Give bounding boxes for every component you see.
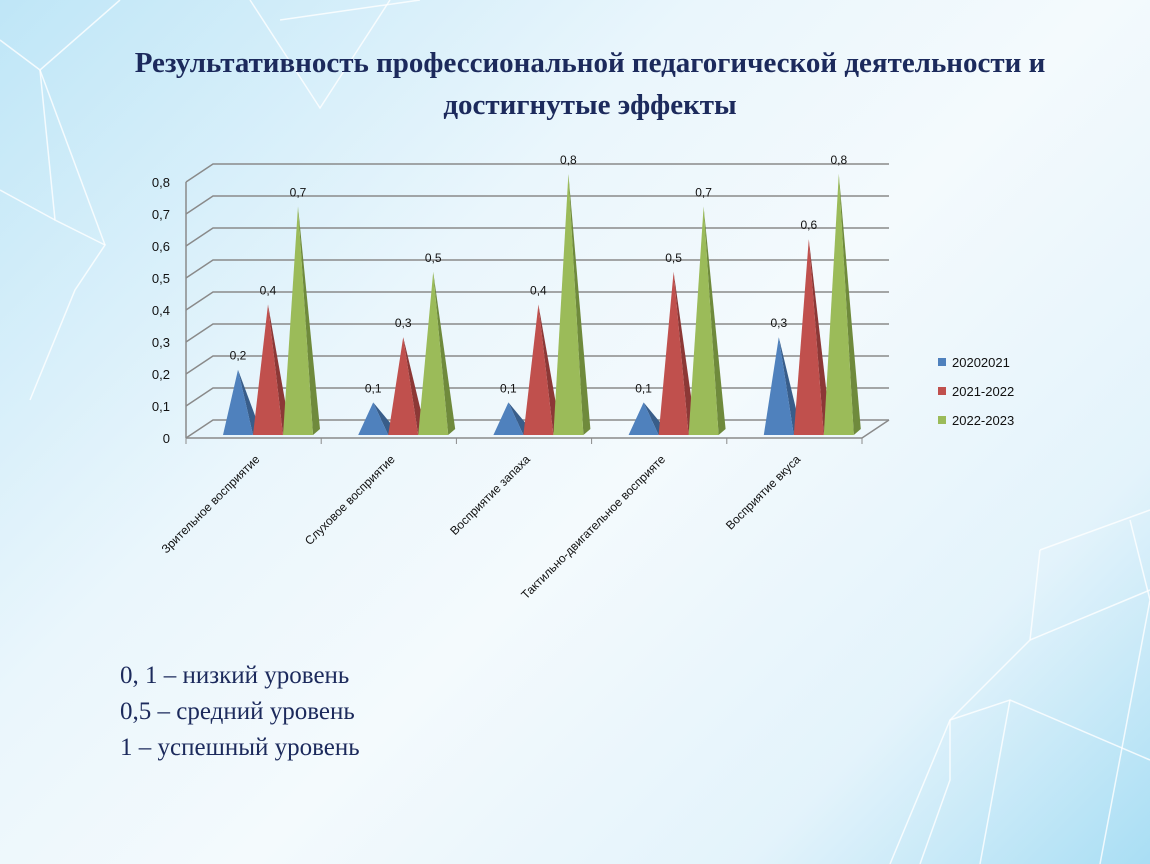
- y-tick-label: 0: [163, 431, 170, 446]
- y-tick-label: 0,8: [152, 175, 170, 190]
- category-label: Восприятие запаха: [447, 452, 533, 538]
- data-label: 0,1: [635, 381, 652, 395]
- pyramid-side: [298, 206, 320, 435]
- pyramid-side: [568, 173, 591, 435]
- gridline: [185, 195, 889, 215]
- data-label: 0,6: [800, 218, 817, 232]
- pyramid-bar: [763, 337, 794, 435]
- pyramid-side: [778, 337, 801, 435]
- category-label: Слуховое восприятие: [302, 452, 398, 548]
- gridline: [185, 163, 889, 183]
- pyramid-bar: [388, 337, 419, 435]
- y-tick-label: 0,1: [152, 399, 170, 414]
- pyramid-side: [538, 304, 561, 435]
- category-label: Восприятие вкуса: [723, 452, 804, 533]
- gridline: [185, 259, 889, 279]
- y-tick-label: 0,2: [152, 367, 170, 382]
- pyramid-side: [673, 271, 696, 435]
- pyramid-side: [403, 337, 426, 435]
- pyramid-bar: [253, 304, 283, 435]
- pyramid-bar: [493, 402, 524, 435]
- pyramid-side: [433, 271, 456, 435]
- pyramid-side: [703, 206, 726, 435]
- pyramid-bar: [523, 304, 554, 435]
- legend-label: 20202021: [952, 355, 1010, 370]
- legend-swatch: [938, 387, 946, 395]
- pyramid-bar: [553, 173, 584, 435]
- note-low: 0, 1 – низкий уровень: [120, 662, 350, 689]
- legend-swatch: [938, 416, 946, 424]
- data-label: 0,3: [395, 316, 412, 330]
- category-label: Тактильно-двигательное восприяте: [518, 452, 668, 602]
- pyramid-side: [268, 304, 290, 435]
- data-label: 0,4: [260, 283, 277, 297]
- pyramid-bar: [628, 402, 659, 435]
- gridline: [185, 355, 889, 375]
- pyramid-bar: [283, 206, 313, 435]
- data-label: 0,7: [290, 186, 307, 200]
- data-label: 0,5: [665, 251, 682, 265]
- category-label: Зрительное восприятие: [159, 452, 263, 556]
- y-tick-label: 0,4: [152, 303, 170, 318]
- page-title: Результативность профессиональной педаго…: [134, 47, 1046, 121]
- y-tick-label: 0,3: [152, 335, 170, 350]
- pyramid-side: [238, 369, 260, 435]
- pyramid-side: [808, 239, 831, 435]
- pyramid-bar: [793, 239, 824, 435]
- legend-swatch: [938, 358, 946, 366]
- note-high: 1 – успешный уровень: [120, 734, 360, 761]
- data-label: 0,2: [230, 349, 247, 363]
- note-mid: 0,5 – средний уровень: [120, 698, 355, 725]
- data-label: 0,7: [695, 186, 712, 200]
- pyramid-bar: [418, 271, 449, 435]
- data-label: 0,5: [425, 251, 442, 265]
- y-tick-label: 0,6: [152, 239, 170, 254]
- gridline: [185, 227, 889, 247]
- data-label: 0,1: [500, 381, 517, 395]
- legend-label: 2022-2023: [952, 413, 1014, 428]
- y-tick-label: 0,5: [152, 271, 170, 286]
- data-label: 0,4: [530, 283, 547, 297]
- pyramid-bar: [358, 402, 389, 435]
- pyramid-bar: [688, 206, 719, 435]
- level-notes: 0, 1 – низкий уровень 0,5 – средний уров…: [120, 658, 360, 766]
- pyramid-bar: [823, 173, 854, 435]
- gridline: [185, 291, 889, 311]
- pyramid-side: [838, 173, 861, 435]
- gridline: [185, 323, 889, 343]
- y-tick-label: 0,7: [152, 207, 170, 222]
- data-label: 0,8: [830, 153, 847, 167]
- pyramid-bar: [223, 369, 253, 435]
- pyramid-bar: [658, 271, 689, 435]
- data-label: 0,8: [560, 153, 577, 167]
- data-label: 0,1: [365, 381, 382, 395]
- legend-label: 2021-2022: [952, 384, 1014, 399]
- data-label: 0,3: [770, 316, 787, 330]
